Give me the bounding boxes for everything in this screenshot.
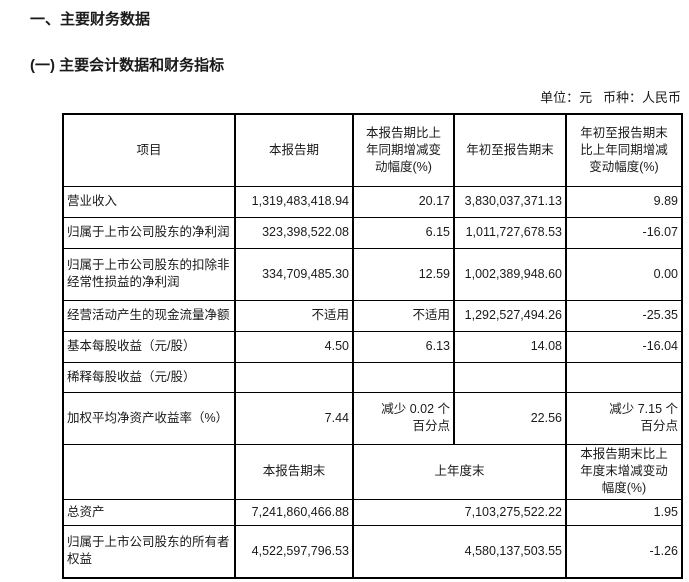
value-cell: 不适用 [352,299,455,332]
value-cell: 7,241,860,466.88 [234,498,354,526]
item-label-cell: 归属于上市公司股东的净利润 [62,216,236,249]
value-cell [352,361,455,393]
value-cell: 4,522,597,796.53 [234,524,354,579]
subsection-title: (一) 主要会计数据和财务指标 [30,57,225,74]
value-cell: 不适用 [234,299,354,332]
value-cell: -16.07 [565,216,683,249]
table-row-diluted-eps: 稀释每股收益（元/股） [62,361,683,393]
value-cell: 7.44 [234,391,354,445]
value-cell: 0.00 [565,247,683,301]
header-cell-current-period: 本报告期 [234,113,354,187]
value-cell: 22.56 [453,391,567,445]
header-cell-item: 项目 [62,113,236,187]
table-row-net-profit: 归属于上市公司股东的净利润 323,398,522.08 6.15 1,011,… [62,216,683,249]
value-cell: 1,011,727,678.53 [453,216,567,249]
header-cell-ytd-change: 年初至报告期末 比上年同期增减 变动幅度(%) [565,113,683,187]
table-row-basic-eps: 基本每股收益（元/股） 4.50 6.13 14.08 -16.04 [62,330,683,363]
value-cell: 1,292,527,494.26 [453,299,567,332]
value-cell: 9.89 [565,185,683,218]
header-cell-current-period-end: 本报告期末 [234,443,354,500]
table-row-operating-revenue: 营业收入 1,319,483,418.94 20.17 3,830,037,37… [62,185,683,218]
item-label-cell: 归属于上市公司股东的所有者 权益 [62,524,236,579]
value-cell: 6.15 [352,216,455,249]
item-label-cell: 经营活动产生的现金流量净额 [62,299,236,332]
item-label-cell: 营业收入 [62,185,236,218]
table-row-total-assets: 总资产 7,241,860,466.88 7,103,275,522.22 1.… [62,498,683,526]
table-header-row-period-end: 本报告期末 上年度末 本报告期末比上 年度末增减变动 幅度(%) [62,443,683,500]
header-cell-period-change: 本报告期比上 年同期增减变 动幅度(%) [352,113,455,187]
header-cell-empty [62,443,236,500]
value-cell [234,361,354,393]
table-header-row-period: 项目 本报告期 本报告期比上 年同期增减变 动幅度(%) 年初至报告期末 年初至… [62,113,683,187]
value-cell: 1,002,389,948.60 [453,247,567,301]
table-row-shareholders-equity: 归属于上市公司股东的所有者 权益 4,522,597,796.53 4,580,… [62,524,683,579]
value-cell: 1,319,483,418.94 [234,185,354,218]
value-cell: 3,830,037,371.13 [453,185,567,218]
item-label-cell: 加权平均净资产收益率（%） [62,391,236,445]
item-label-cell: 稀释每股收益（元/股） [62,361,236,393]
value-cell [565,361,683,393]
value-cell: 7,103,275,522.22 [352,498,567,526]
header-cell-prior-year-end: 上年度末 [352,443,567,500]
item-label-cell: 归属于上市公司股东的扣除非 经常性损益的净利润 [62,247,236,301]
value-cell: 334,709,485.30 [234,247,354,301]
header-cell-period-end-change: 本报告期末比上 年度末增减变动 幅度(%) [565,443,683,500]
value-cell: -25.35 [565,299,683,332]
value-cell: 减少 0.02 个 百分点 [352,391,455,445]
value-cell: 14.08 [453,330,567,363]
item-label-cell: 总资产 [62,498,236,526]
financial-data-table: 项目 本报告期 本报告期比上 年同期增减变 动幅度(%) 年初至报告期末 年初至… [62,113,683,579]
value-cell: 减少 7.15 个 百分点 [565,391,683,445]
value-cell: -16.04 [565,330,683,363]
item-label-cell: 基本每股收益（元/股） [62,330,236,363]
table-row-operating-cash-flow: 经营活动产生的现金流量净额 不适用 不适用 1,292,527,494.26 -… [62,299,683,332]
value-cell [453,361,567,393]
value-cell: 323,398,522.08 [234,216,354,249]
value-cell: 4.50 [234,330,354,363]
value-cell: 20.17 [352,185,455,218]
value-cell: -1.26 [565,524,683,579]
table-row-net-profit-excl-nonrecurring: 归属于上市公司股东的扣除非 经常性损益的净利润 334,709,485.30 1… [62,247,683,301]
header-cell-ytd: 年初至报告期末 [453,113,567,187]
table-row-weighted-avg-roe: 加权平均净资产收益率（%） 7.44 减少 0.02 个 百分点 22.56 减… [62,391,683,445]
section-title: 一、主要财务数据 [30,11,151,28]
unit-currency-note: 单位：元 币种：人民币 [540,90,681,105]
value-cell: 1.95 [565,498,683,526]
value-cell: 4,580,137,503.55 [352,524,567,579]
value-cell: 12.59 [352,247,455,301]
value-cell: 6.13 [352,330,455,363]
